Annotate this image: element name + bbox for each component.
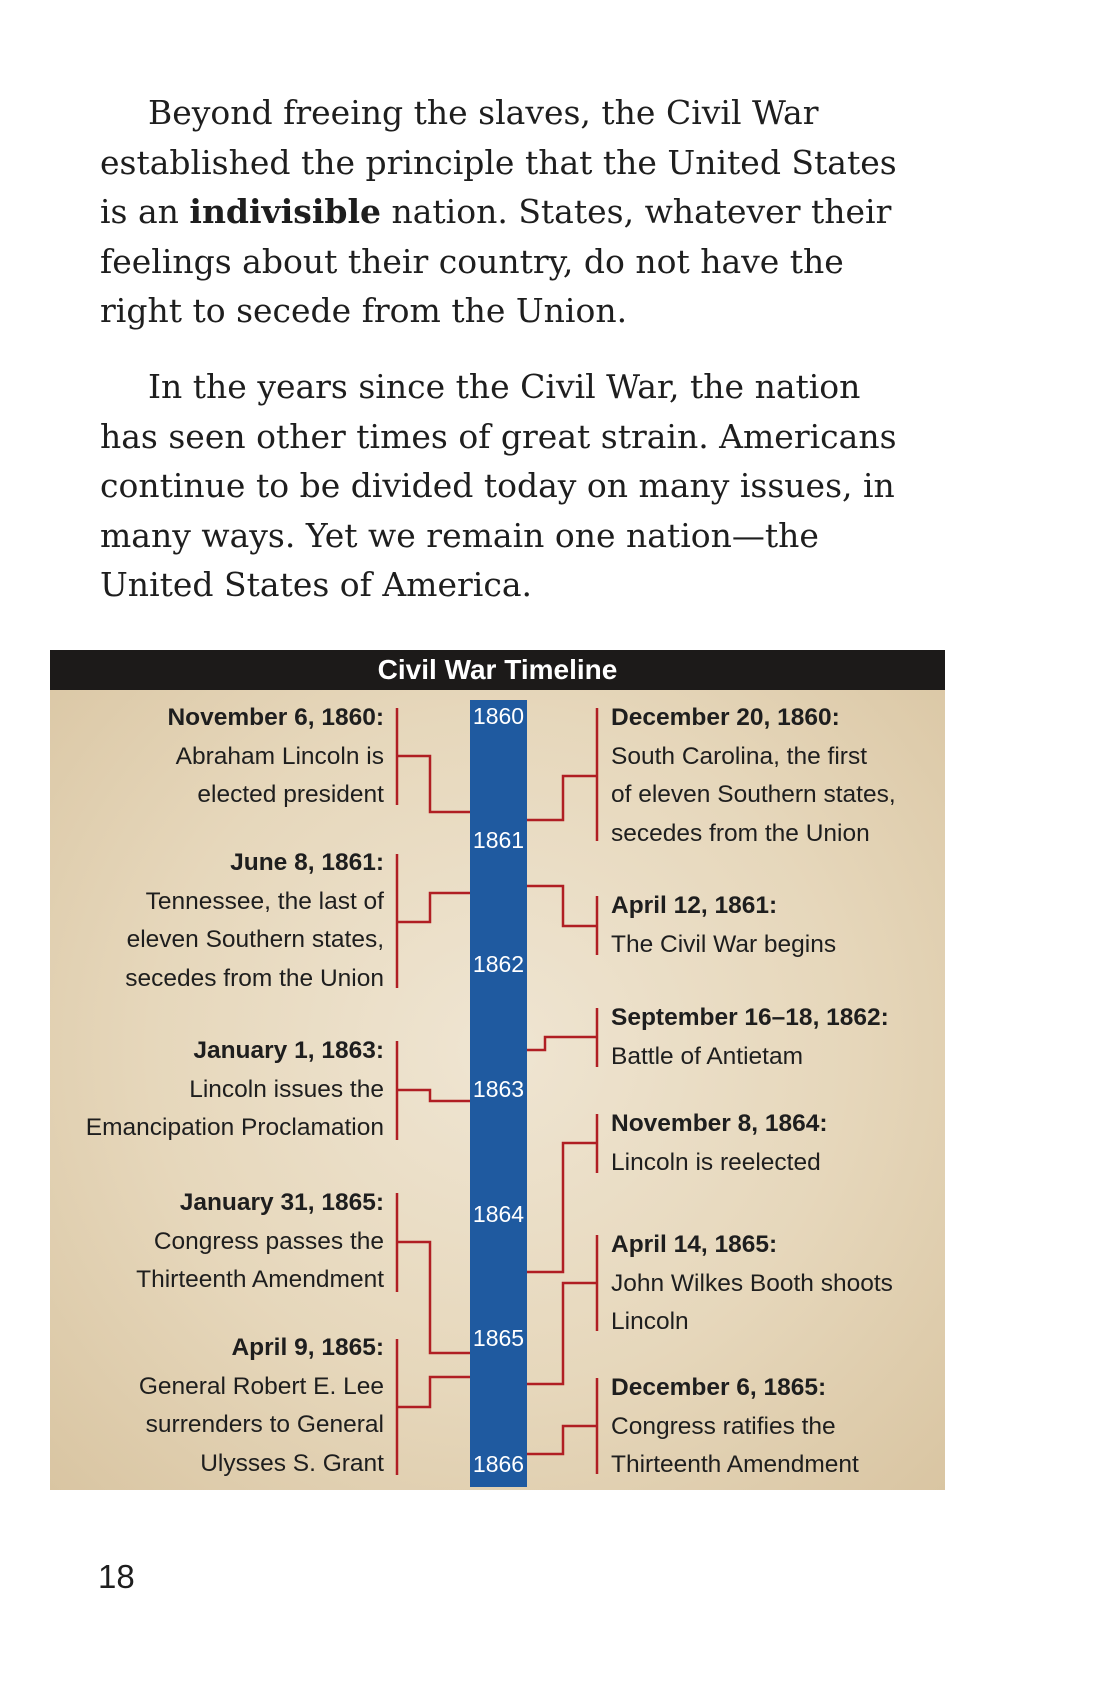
connector-line [395,1193,470,1355]
paragraph-2: In the years since the Civil War, the na… [100,362,900,610]
event-text: secedes from the Union [125,964,384,992]
event-text: Thirteenth Amendment [611,1451,859,1478]
event-lee-surrenders: April 9, 1865: General Robert E. Lee sur… [139,1329,384,1483]
event-text: John Wilkes Booth shoots [611,1269,893,1297]
event-date: December 20, 1860: [611,704,840,731]
event-text: Thirteenth Amendment [136,1266,384,1293]
connector-line [527,1235,599,1386]
event-congress-passes: January 31, 1865: Congress passes the Th… [136,1184,384,1300]
event-text: Lincoln issues the [189,1075,384,1103]
event-date: January 31, 1865: [179,1189,384,1216]
year-label: 1863 [472,1076,525,1102]
event-date: April 12, 1861: [611,892,778,919]
event-date: April 14, 1865: [611,1231,778,1258]
event-date: November 8, 1864: [611,1110,828,1137]
event-text: The Civil War begins [611,930,837,958]
event-text: Tennessee, the last of [145,887,384,915]
event-emancipation: January 1, 1863: Lincoln issues the Eman… [86,1032,384,1148]
connector-line [395,854,470,988]
connector-line [395,708,470,814]
event-text: Ulysses S. Grant [200,1449,384,1477]
paragraph-1: Beyond freeing the slaves, the Civil War… [100,88,900,336]
event-date: September 16–18, 1862: [611,1004,889,1031]
event-text: South Carolina, the first [611,742,868,770]
event-text: Lincoln [611,1308,689,1335]
event-text: of eleven Southern states, [611,781,896,808]
timeline-title: Civil War Timeline [50,650,945,690]
page-number: 18 [98,1558,135,1595]
event-text: surrenders to General [145,1411,384,1438]
event-text: eleven Southern states, [126,926,384,953]
event-date: November 6, 1860: [167,704,384,731]
year-label: 1865 [472,1325,525,1351]
event-south-carolina-secedes: December 20, 1860: South Carolina, the f… [611,699,896,853]
paragraph-1-text-a: Beyond freeing the slaves, the Civil War… [100,93,897,231]
event-lincoln-reelected: November 8, 1864: Lincoln is reelected [611,1105,828,1182]
year-label: 1864 [472,1201,525,1227]
connector-line [395,1041,470,1140]
year-label: 1862 [472,951,525,977]
event-text: Congress ratifies the [611,1412,836,1440]
event-tennessee-secedes: June 8, 1861: Tennessee, the last of ele… [125,844,384,998]
event-text: Emancipation Proclamation [85,1114,384,1141]
year-label: 1860 [472,703,525,729]
paragraph-1-text-b: nation. States, whatever their feelings … [100,192,892,330]
event-text: Congress passes the [153,1227,384,1255]
event-date: June 8, 1861: [230,849,384,876]
year-label: 1866 [472,1451,525,1477]
event-booth-shoots: April 14, 1865: John Wilkes Booth shoots… [611,1226,893,1342]
event-text: General Robert E. Lee [138,1372,384,1400]
event-antietam: September 16–18, 1862: Battle of Antieta… [611,999,889,1076]
connector-line [395,1339,470,1475]
event-text: Battle of Antietam [611,1042,804,1070]
connector-line [527,1008,599,1067]
timeline-year-bar [470,700,527,1487]
paragraph-2-text: In the years since the Civil War, the na… [100,367,897,604]
connector-line [527,708,599,841]
event-text: Abraham Lincoln is [175,742,384,770]
connector-line [527,1114,599,1274]
year-label: 1861 [472,827,525,853]
event-text: secedes from the Union [611,819,870,847]
event-text: Lincoln is reelected [611,1148,821,1176]
event-congress-ratifies: December 6, 1865: Congress ratifies the … [611,1369,859,1485]
term-indivisible: indivisible [189,192,381,231]
event-text: elected president [197,781,384,808]
event-date: December 6, 1865: [611,1374,827,1401]
connector-line [527,1378,599,1474]
event-lincoln-elected: November 6, 1860: Abraham Lincoln is ele… [167,699,384,815]
connector-line [527,884,599,955]
event-war-begins: April 12, 1861: The Civil War begins [611,887,836,964]
event-date: January 1, 1863: [193,1037,384,1064]
event-date: April 9, 1865: [231,1334,384,1361]
